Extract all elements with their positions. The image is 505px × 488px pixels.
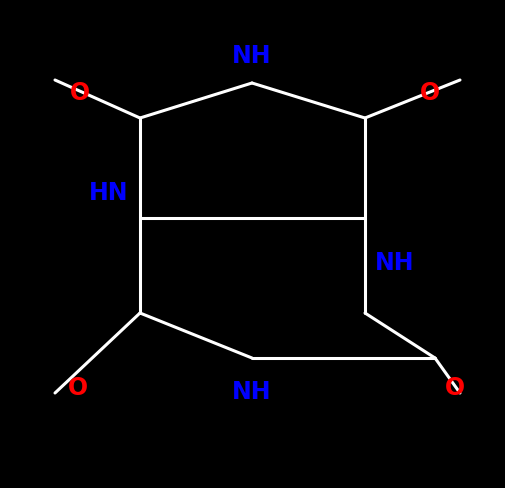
Text: O: O bbox=[420, 81, 440, 105]
Text: O: O bbox=[445, 376, 465, 400]
Text: NH: NH bbox=[232, 380, 272, 404]
Text: NH: NH bbox=[232, 44, 272, 68]
Text: O: O bbox=[70, 81, 90, 105]
Text: NH: NH bbox=[375, 251, 415, 275]
Text: HN: HN bbox=[88, 181, 128, 205]
Text: O: O bbox=[68, 376, 88, 400]
